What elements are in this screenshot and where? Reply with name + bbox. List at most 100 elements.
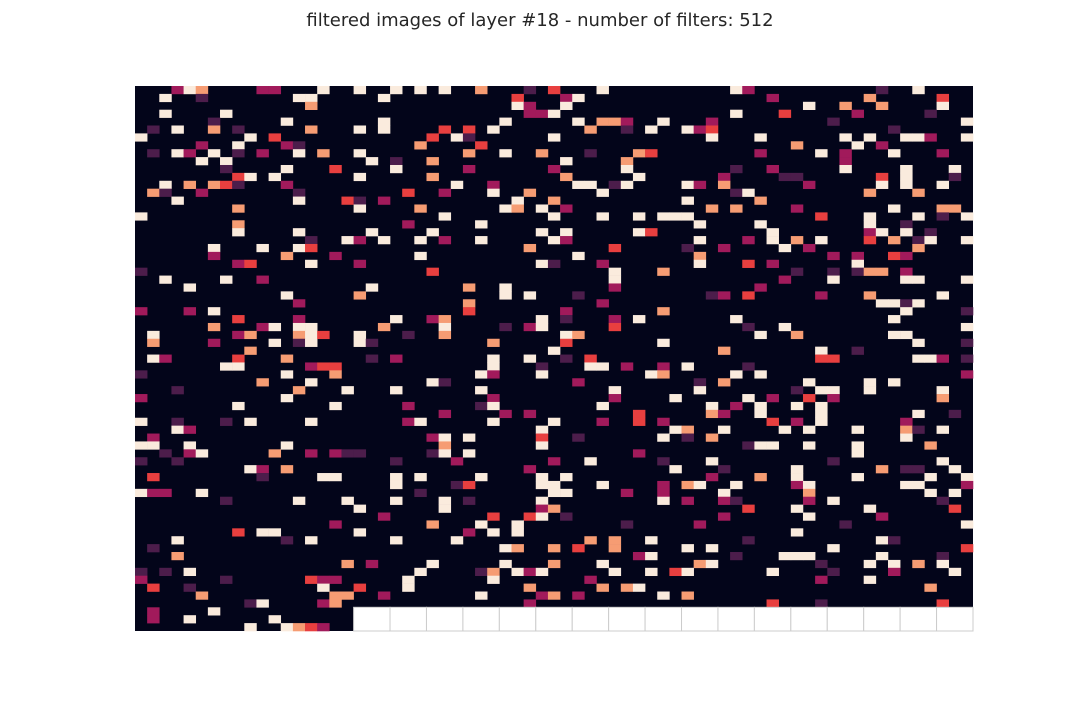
filter-pixel xyxy=(135,370,148,379)
filter-27 xyxy=(280,117,318,134)
filter-486 xyxy=(244,599,269,608)
filter-144 xyxy=(353,228,391,245)
filter-306 xyxy=(402,401,415,411)
filter-pixel xyxy=(608,386,622,395)
filter-pixel xyxy=(487,528,500,537)
filter-pixel xyxy=(256,528,269,537)
filter-pixel xyxy=(305,362,318,371)
filter-108 xyxy=(717,180,755,197)
filter-200 xyxy=(717,291,755,300)
filter-425 xyxy=(535,512,573,521)
filter-182 xyxy=(900,251,913,276)
filter-pixel xyxy=(147,441,160,450)
filter-pixel xyxy=(365,559,379,569)
filter-103 xyxy=(547,196,561,205)
filter-pixel xyxy=(341,386,354,395)
filter-pixel xyxy=(365,157,379,166)
filter-pixel xyxy=(220,496,233,505)
filter-pixel xyxy=(887,204,901,213)
filter-pixel xyxy=(292,196,306,205)
filter-pixel xyxy=(693,180,707,189)
filter-pixel xyxy=(475,591,488,600)
filter-pixel xyxy=(414,473,427,482)
filter-pixel xyxy=(693,236,707,245)
filter-268 xyxy=(681,362,694,371)
filter-pixel xyxy=(608,275,622,284)
filter-pixel xyxy=(948,567,962,577)
empty-slot xyxy=(462,606,500,632)
filter-pixel xyxy=(487,362,500,371)
filter-pixel xyxy=(317,575,330,584)
filter-pixel xyxy=(475,386,488,395)
filter-pixel xyxy=(390,86,403,95)
filter-pixel xyxy=(645,536,658,545)
filter-pixel xyxy=(402,220,415,229)
filter-pixel xyxy=(584,149,597,158)
filter-pixel xyxy=(742,188,755,197)
filter-pixel xyxy=(596,212,609,221)
filter-pixel xyxy=(305,536,318,545)
filter-pixel xyxy=(960,354,974,363)
filter-pixel xyxy=(875,512,889,521)
filter-353 xyxy=(426,441,464,466)
filter-pixel xyxy=(207,243,221,253)
filter-24 xyxy=(171,125,184,134)
filter-pixel xyxy=(936,101,950,110)
filter-pixel xyxy=(438,409,452,419)
filter-288 xyxy=(572,378,585,387)
filter-pixel xyxy=(402,401,415,411)
filter-pixel xyxy=(851,259,864,268)
filter-pixel xyxy=(802,101,816,110)
filter-pixel xyxy=(778,172,792,182)
filter-pixel xyxy=(547,559,561,569)
filter-pixel xyxy=(802,480,816,490)
filter-pixel xyxy=(742,291,755,300)
filter-317 xyxy=(790,394,828,419)
filter-360 xyxy=(705,457,719,466)
filter-388 xyxy=(875,465,889,474)
filter-461 xyxy=(183,567,197,577)
filter-167 xyxy=(353,259,367,268)
filter-352 xyxy=(390,457,403,466)
filter-pixel xyxy=(657,433,670,442)
filter-pixel xyxy=(815,409,828,419)
filter-pixel xyxy=(754,330,767,340)
filter-pixel xyxy=(778,109,792,118)
filter-pixel xyxy=(645,125,658,134)
filter-pixel xyxy=(790,504,804,513)
filter-pixel xyxy=(572,93,585,103)
filter-389 xyxy=(900,465,937,490)
filter-274 xyxy=(912,354,937,363)
filter-229 xyxy=(960,307,974,316)
filter-pixel xyxy=(499,291,512,300)
filter-50 xyxy=(280,141,306,158)
filter-22 xyxy=(936,93,950,110)
filter-pixel xyxy=(657,362,670,371)
filter-345 xyxy=(135,441,172,466)
filter-236 xyxy=(353,322,391,347)
filter-475 xyxy=(681,559,719,577)
filter-pixel xyxy=(900,220,913,229)
filter-pixel xyxy=(924,473,937,482)
filter-293 xyxy=(754,370,767,379)
filter-484 xyxy=(183,583,209,600)
filter-pixel xyxy=(936,149,950,158)
filter-142 xyxy=(292,228,318,253)
filter-409 xyxy=(790,488,816,513)
filter-pixel xyxy=(730,86,743,95)
filter-pixel xyxy=(183,567,197,577)
filter-131 xyxy=(730,204,743,213)
filter-pixel xyxy=(220,157,233,166)
filter-395 xyxy=(292,496,306,505)
filter-pixel xyxy=(426,267,439,276)
filter-pixel xyxy=(280,117,294,126)
filter-318 xyxy=(827,394,840,403)
filter-pixel xyxy=(159,567,172,577)
filter-pixel xyxy=(232,220,245,229)
filter-pixel xyxy=(438,212,452,221)
filter-pixel xyxy=(207,307,221,316)
filter-pixel xyxy=(705,559,719,569)
filter-390 xyxy=(948,465,974,490)
filter-pixel xyxy=(475,401,488,411)
filter-504 xyxy=(924,583,937,592)
